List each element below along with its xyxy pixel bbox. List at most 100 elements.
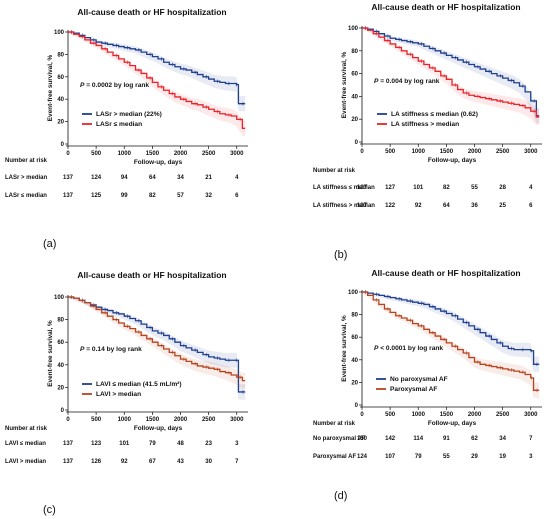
p-value-statement: < 0.0001 by log rank [378, 345, 443, 352]
risk-value: 107 [385, 454, 396, 460]
risk-value: 150 [357, 436, 368, 442]
panel-label: (c) [43, 504, 56, 516]
y-tick-label: 0 [355, 140, 359, 146]
series-line [68, 31, 246, 129]
x-tick-label: 1000 [118, 151, 132, 157]
risk-value: 125 [91, 193, 102, 199]
series-line [362, 291, 540, 391]
legend-label: LASr ≤ median [96, 121, 142, 128]
y-tick-label: 20 [351, 117, 358, 123]
p-value-text: P = 0.004 by log rank [374, 78, 440, 85]
risk-table-header: Number at risk [313, 168, 356, 174]
y-tick-label: 60 [351, 335, 358, 341]
x-tick-label: 2000 [174, 417, 188, 423]
series-ci-band [362, 28, 540, 124]
p-value-text: P = 0.0002 by log rank [80, 82, 149, 89]
y-tick-label: 20 [57, 385, 64, 391]
x-tick-label: 500 [91, 417, 102, 423]
p-value-statement: = 0.14 by log rank [84, 346, 142, 353]
risk-value: 79 [415, 454, 422, 460]
y-tick-label: 0 [61, 142, 65, 148]
y-tick-label: 80 [57, 52, 64, 58]
risk-value: 101 [119, 441, 130, 447]
y-tick-label: 0 [61, 408, 65, 414]
risk-row-label: Paroxysmal AF [313, 454, 356, 460]
x-tick-label: 1000 [118, 417, 132, 423]
risk-value: 30 [205, 459, 212, 465]
x-tick-label: 1500 [440, 149, 454, 155]
risk-value: 64 [149, 175, 156, 181]
p-value-symbol: P [80, 346, 85, 353]
y-tick-label: 100 [54, 30, 65, 36]
y-tick-label: 100 [348, 26, 359, 32]
legend-label: Paroxysmal AF [390, 386, 437, 393]
y-tick-label: 100 [54, 295, 65, 301]
y-tick-label: 40 [351, 94, 358, 100]
panel-label: (a) [43, 238, 56, 250]
x-tick-label: 2500 [496, 412, 510, 418]
x-tick-label: 2500 [496, 149, 510, 155]
risk-value: 127 [385, 185, 396, 191]
risk-value: 91 [443, 436, 450, 442]
x-tick-label: 0 [360, 412, 364, 418]
risk-row-label: LAVI ≤ median [5, 441, 46, 447]
y-tick-label: 60 [57, 75, 64, 81]
legend-label: LA stiffness > median [391, 121, 459, 128]
risk-value: 92 [121, 459, 128, 465]
series-line [362, 27, 540, 118]
risk-value: 23 [205, 441, 212, 447]
risk-value: 137 [63, 459, 74, 465]
risk-row-label: LA stiffness ≤ median [313, 185, 375, 191]
risk-value: 82 [149, 193, 156, 199]
y-tick-label: 60 [351, 72, 358, 78]
y-tick-label: 40 [57, 363, 64, 369]
x-tick-label: 2000 [468, 412, 482, 418]
risk-row-label: LA stiffness > median [313, 203, 375, 209]
x-tick-label: 1000 [412, 149, 426, 155]
y-tick-label: 20 [351, 380, 358, 386]
risk-value: 34 [499, 436, 506, 442]
risk-row-label: LAVI > median [5, 459, 46, 465]
risk-row-label: LASr ≤ median [5, 193, 47, 199]
x-tick-label: 500 [91, 151, 102, 157]
legend-label: No paroxysmal AF [390, 376, 448, 383]
risk-value: 36 [471, 203, 478, 209]
y-tick-label: 60 [57, 340, 64, 346]
risk-value: 123 [91, 441, 102, 447]
x-tick-label: 1500 [440, 412, 454, 418]
risk-value: 82 [443, 185, 450, 191]
x-axis-label: Follow-up, days [134, 159, 183, 166]
legend-label: LA stiffness ≤ median (0.62) [391, 111, 478, 118]
x-tick-label: 0 [66, 151, 70, 157]
risk-value: 34 [177, 175, 184, 181]
x-axis-label: Follow-up, days [428, 157, 477, 164]
risk-value: 29 [471, 454, 478, 460]
risk-row-label: No paroxysmal AF [313, 436, 366, 442]
risk-value: 101 [413, 185, 424, 191]
risk-value: 55 [471, 185, 478, 191]
p-value-text: P = 0.14 by log rank [80, 346, 142, 353]
risk-row-label: LASr > median [5, 175, 48, 181]
x-axis-label: Follow-up, days [134, 425, 183, 432]
legend-label: LAVI > median [96, 391, 141, 398]
p-value-statement: = 0.0002 by log rank [84, 82, 149, 89]
y-tick-label: 20 [57, 120, 64, 126]
risk-value: 122 [385, 203, 396, 209]
y-tick-label: 80 [351, 313, 358, 319]
risk-value: 137 [357, 185, 368, 191]
series-ci-band [362, 292, 540, 373]
risk-value: 57 [177, 193, 184, 199]
x-axis-label: Follow-up, days [428, 420, 477, 427]
risk-value: 137 [63, 441, 74, 447]
series-line [68, 296, 246, 393]
panel-a: All-cause death or HF hospitalization 0 20… [5, 7, 248, 250]
legend-label: LAVI ≤ median (41.5 mL/m²) [96, 381, 182, 388]
chart-title: All-cause death or HF hospitalization [371, 2, 520, 12]
series-line [362, 27, 540, 117]
risk-value: 55 [443, 454, 450, 460]
p-value-symbol: P [374, 78, 379, 85]
x-tick-label: 1500 [146, 151, 160, 157]
series-ci-band [68, 32, 246, 137]
risk-value: 4 [235, 175, 239, 181]
x-tick-label: 3000 [230, 417, 244, 423]
